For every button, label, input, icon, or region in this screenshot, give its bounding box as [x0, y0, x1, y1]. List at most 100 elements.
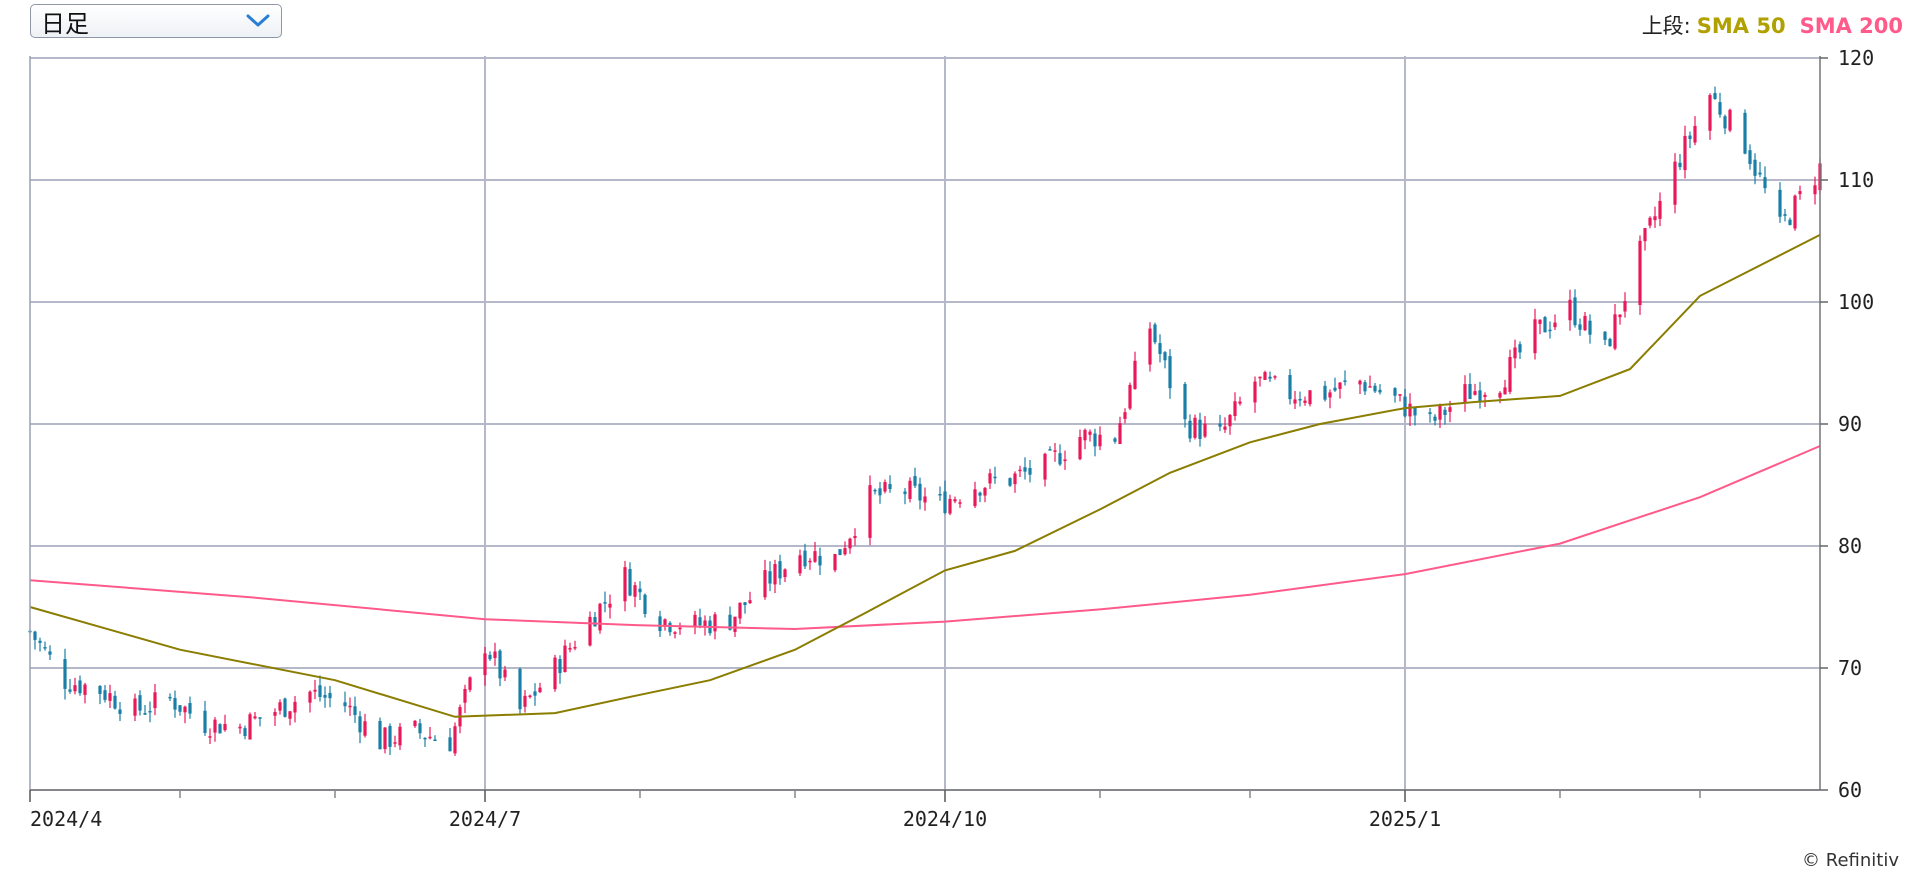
- candle-body: [783, 569, 787, 578]
- candlestick-series: [28, 86, 1822, 756]
- candle-body: [1438, 405, 1442, 420]
- candle-body: [1473, 391, 1477, 395]
- candle-body: [1753, 159, 1757, 176]
- candle-body: [1048, 449, 1052, 451]
- candle-body: [488, 654, 492, 660]
- candle-body: [1233, 401, 1237, 416]
- y-tick-label: 110: [1838, 168, 1874, 192]
- candle-body: [883, 482, 887, 492]
- candle-body: [463, 688, 467, 703]
- candle-body: [343, 702, 347, 707]
- candle-body: [1133, 360, 1137, 389]
- y-tick-label: 90: [1838, 412, 1862, 436]
- candle-body: [1608, 338, 1612, 347]
- candle-body: [1718, 102, 1722, 115]
- candle-body: [448, 737, 452, 752]
- candle-body: [1328, 392, 1332, 398]
- candle-body: [413, 720, 417, 727]
- y-tick-label: 60: [1838, 778, 1862, 802]
- candle-body: [868, 485, 872, 538]
- sma200-line: [29, 445, 1821, 631]
- candle-body: [1308, 390, 1312, 405]
- candle-body: [1288, 375, 1292, 400]
- candle-body: [1273, 376, 1277, 378]
- candle-body: [1428, 412, 1432, 415]
- candle-body: [748, 600, 752, 604]
- candle-body: [68, 689, 72, 692]
- candle-body: [223, 723, 227, 731]
- candle-body: [393, 742, 397, 744]
- candle-body: [1788, 219, 1792, 225]
- candle-body: [178, 705, 182, 712]
- candle-body: [568, 648, 572, 650]
- candle-body: [848, 538, 852, 549]
- candle-body: [1783, 214, 1787, 216]
- x-tick-label: 2024/10: [903, 807, 987, 831]
- candle-body: [588, 616, 592, 646]
- candle-body: [1303, 400, 1307, 403]
- candle-body: [313, 689, 317, 692]
- candle-body: [703, 620, 707, 627]
- candle-body: [1183, 384, 1187, 420]
- candle-body: [1638, 240, 1642, 305]
- candle-body: [1158, 343, 1162, 355]
- candle-body: [658, 616, 662, 632]
- candle-body: [493, 651, 497, 659]
- candle-body: [743, 602, 747, 606]
- candle-body: [1683, 135, 1687, 171]
- candle-body: [988, 473, 992, 484]
- candle-body: [1358, 380, 1362, 385]
- candle-body: [243, 728, 247, 736]
- candle-body: [738, 602, 742, 619]
- candle-body: [1518, 344, 1522, 353]
- candle-body: [978, 492, 982, 496]
- sma50-line: [29, 234, 1821, 718]
- candle-body: [698, 617, 702, 626]
- candle-body: [598, 603, 602, 631]
- candle-body: [668, 622, 672, 633]
- candle-body: [188, 703, 192, 714]
- candle-body: [453, 726, 457, 754]
- candle-body: [768, 571, 772, 584]
- y-tick-label: 70: [1838, 656, 1862, 680]
- candle-body: [593, 617, 597, 627]
- candle-body: [153, 692, 157, 709]
- candle-body: [1643, 228, 1647, 242]
- candle-body: [938, 494, 942, 496]
- candle-body: [1148, 328, 1152, 365]
- candle-body: [538, 687, 542, 693]
- candle-body: [1553, 322, 1557, 328]
- period-select[interactable]: 日足: [30, 4, 282, 38]
- candle-body: [608, 603, 612, 608]
- candle-body: [78, 680, 82, 694]
- candle-body: [1393, 388, 1397, 396]
- candle-body: [248, 714, 252, 740]
- candle-body: [253, 716, 257, 719]
- candle-body: [1118, 423, 1122, 444]
- candle-body: [208, 736, 212, 738]
- candle-body: [118, 709, 122, 714]
- data-credit: © Refinitiv: [1802, 850, 1899, 871]
- candle-body: [503, 669, 507, 678]
- candle-body: [173, 698, 177, 710]
- candle-body: [903, 491, 907, 495]
- candle-body: [908, 480, 912, 499]
- candle-body: [1758, 172, 1762, 175]
- candle-body: [483, 653, 487, 676]
- candle-body: [1058, 453, 1062, 465]
- candle-body: [1538, 319, 1542, 324]
- candle-body: [1508, 356, 1512, 392]
- candle-body: [843, 548, 847, 555]
- candle-body: [383, 727, 387, 750]
- candle-body: [1478, 390, 1482, 402]
- legend-sma50: SMA 50: [1696, 14, 1786, 38]
- candle-body: [528, 695, 532, 698]
- candle-body: [943, 491, 947, 513]
- candle-body: [1448, 407, 1452, 412]
- candle-body: [1043, 453, 1047, 480]
- legend-prefix: 上段:: [1641, 14, 1691, 38]
- candle-body: [1688, 135, 1692, 140]
- candle-body: [1018, 469, 1022, 472]
- candle-body: [83, 684, 87, 695]
- candle-body: [1693, 125, 1697, 143]
